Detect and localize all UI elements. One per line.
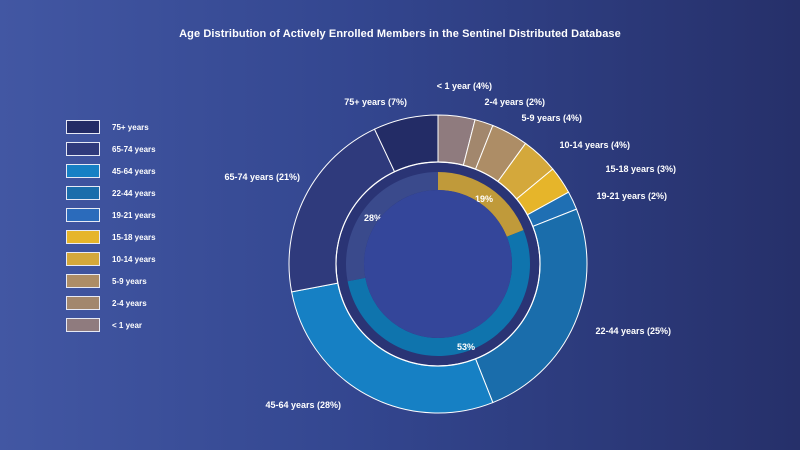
inner-slice — [438, 172, 524, 237]
legend-swatch — [66, 186, 100, 200]
legend-label: 5-9 years — [112, 276, 147, 286]
inner-slice — [347, 230, 530, 356]
legend-swatch — [66, 296, 100, 310]
slice-label: 5-9 years (4%) — [521, 113, 582, 123]
legend-item: 5-9 years — [66, 270, 156, 292]
legend-label: 45-64 years — [112, 166, 156, 176]
legend-item: < 1 year — [66, 314, 156, 336]
legend-label: 65-74 years — [112, 144, 156, 154]
legend-item: 15-18 years — [66, 226, 156, 248]
center-disc — [364, 190, 512, 338]
inner-slice — [346, 172, 438, 282]
legend-item: 75+ years — [66, 116, 156, 138]
slice-label: 65-74 years (21%) — [224, 172, 300, 182]
legend-swatch — [66, 252, 100, 266]
legend-swatch — [66, 274, 100, 288]
legend-label: 2-4 years — [112, 298, 147, 308]
slice-label: 45-64 years (28%) — [265, 400, 341, 410]
slice-label: 19-21 years (2%) — [596, 191, 667, 201]
legend-label: 19-21 years — [112, 210, 156, 220]
inner-slice-label: 53% — [457, 342, 475, 352]
legend-label: 75+ years — [112, 122, 149, 132]
legend: 75+ years 65-74 years 45-64 years 22-44 yea… — [66, 116, 156, 336]
legend-item: 22-44 years — [66, 182, 156, 204]
slice-label: 2-4 years (2%) — [484, 97, 545, 107]
legend-item: 2-4 years — [66, 292, 156, 314]
legend-swatch — [66, 318, 100, 332]
legend-item: 19-21 years — [66, 204, 156, 226]
legend-label: 22-44 years — [112, 188, 156, 198]
legend-label: < 1 year — [112, 320, 143, 330]
legend-swatch — [66, 142, 100, 156]
inner-ring-outline — [335, 161, 541, 367]
slice-label: 15-18 years (3%) — [605, 164, 676, 174]
legend-item: 10-14 years — [66, 248, 156, 270]
legend-item: 65-74 years — [66, 138, 156, 160]
inner-slice-label: 28% — [364, 213, 382, 223]
slice-label: 10-14 years (4%) — [559, 140, 630, 150]
legend-label: 15-18 years — [112, 232, 156, 242]
inner-slice-label: 19% — [475, 194, 493, 204]
legend-swatch — [66, 164, 100, 178]
chart-title: Age Distribution of Actively Enrolled Me… — [179, 28, 621, 40]
legend-swatch — [66, 230, 100, 244]
legend-swatch — [66, 208, 100, 222]
legend-label: 10-14 years — [112, 254, 156, 264]
slice-label: 22-44 years (25%) — [595, 326, 671, 336]
legend-swatch — [66, 120, 100, 134]
slice-label: < 1 year (4%) — [437, 81, 492, 91]
slice-label: 75+ years (7%) — [344, 97, 407, 107]
legend-item: 45-64 years — [66, 160, 156, 182]
